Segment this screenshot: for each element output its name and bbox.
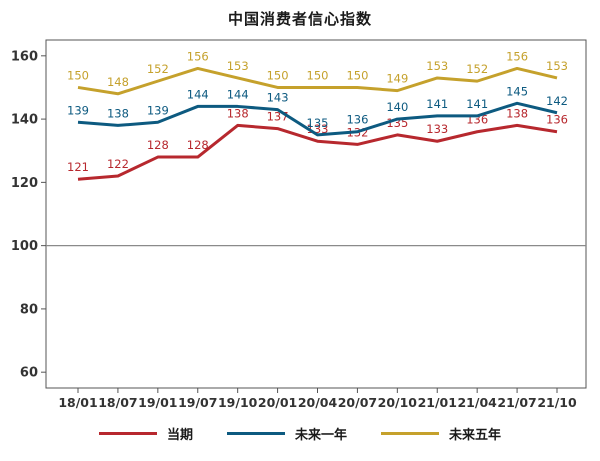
data-label: 144 — [187, 87, 209, 101]
legend-swatch — [226, 431, 285, 435]
data-label: 139 — [147, 103, 169, 117]
series-line-1 — [77, 101, 558, 137]
legend-label: 未来五年 — [449, 427, 502, 443]
data-label: 152 — [466, 62, 488, 76]
x-tick-label: 19/07 — [178, 395, 217, 410]
legend-label: 未来一年 — [294, 427, 347, 443]
plot-frame — [45, 39, 587, 389]
x-tick-label: 18/07 — [98, 395, 137, 410]
x-tick-label: 18/01 — [58, 395, 97, 410]
data-label: 142 — [546, 94, 568, 108]
data-label: 143 — [267, 91, 289, 105]
y-tick-label: 120 — [11, 176, 38, 191]
data-label: 141 — [426, 97, 448, 111]
data-label: 153 — [227, 59, 249, 73]
data-label: 138 — [506, 106, 528, 120]
data-label: 122 — [107, 157, 129, 171]
data-label: 121 — [67, 160, 89, 174]
series-line-2 — [77, 66, 558, 96]
data-label: 128 — [147, 138, 169, 152]
y-tick-label: 80 — [20, 302, 38, 317]
legend-swatch — [381, 431, 439, 435]
data-label: 156 — [187, 49, 209, 63]
x-tick-label: 20/07 — [338, 395, 377, 410]
x-tick-label: 20/01 — [258, 395, 297, 410]
y-tick-label: 140 — [11, 113, 38, 128]
data-label: 145 — [506, 84, 528, 98]
x-tick-label: 21/10 — [537, 395, 577, 410]
data-label: 141 — [466, 97, 488, 111]
data-label: 138 — [227, 106, 249, 120]
y-tick-label: 160 — [11, 49, 38, 64]
data-label: 148 — [107, 75, 129, 89]
data-label: 144 — [227, 87, 249, 101]
data-label: 136 — [546, 113, 568, 127]
data-label: 128 — [187, 138, 209, 152]
x-tick-label: 19/10 — [218, 395, 258, 410]
data-label: 150 — [67, 68, 89, 82]
x-tick-label: 20/04 — [298, 395, 338, 410]
data-label: 139 — [67, 103, 89, 117]
x-tick-label: 21/01 — [418, 395, 457, 410]
series-line-0 — [77, 123, 558, 181]
data-label: 152 — [147, 62, 169, 76]
y-tick-label: 100 — [11, 239, 38, 254]
data-label: 150 — [307, 68, 329, 82]
legend: 当期 未来一年 未来五年 — [0, 422, 600, 444]
data-label: 150 — [267, 68, 289, 82]
data-label: 140 — [386, 100, 408, 114]
data-label: 149 — [386, 72, 408, 86]
x-tick-label: 20/10 — [378, 395, 418, 410]
data-label: 133 — [426, 122, 448, 136]
data-label: 137 — [267, 110, 289, 124]
legend-item-2: 未来五年 — [381, 424, 501, 443]
chart-title: 中国消费者信心指数 — [227, 10, 372, 28]
data-label: 150 — [346, 68, 368, 82]
legend-label: 当期 — [166, 427, 193, 443]
x-tick-label: 19/01 — [138, 395, 177, 410]
legend-item-0: 当期 — [98, 424, 193, 443]
data-label: 153 — [426, 59, 448, 73]
y-tick-label: 60 — [20, 366, 38, 381]
legend-swatch — [98, 431, 157, 435]
data-label: 135 — [307, 116, 329, 130]
data-label: 138 — [107, 106, 129, 120]
data-label: 153 — [546, 59, 568, 73]
x-tick-label: 21/07 — [497, 395, 536, 410]
data-label: 156 — [506, 49, 528, 63]
data-label: 136 — [346, 113, 368, 127]
x-tick-label: 21/04 — [457, 395, 497, 410]
legend-item-1: 未来一年 — [226, 424, 347, 443]
